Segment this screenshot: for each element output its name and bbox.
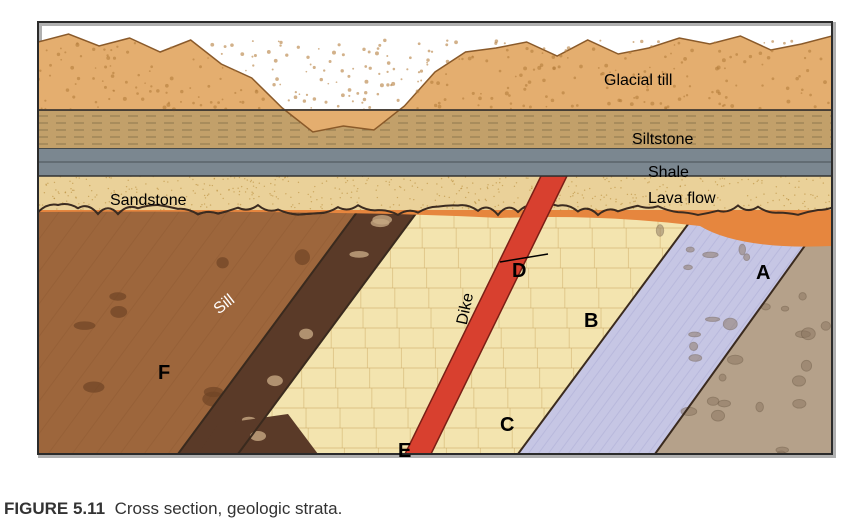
caption-text: Cross section, geologic strata. xyxy=(115,499,343,518)
strata-diagram xyxy=(0,0,849,525)
caption-prefix: FIGURE xyxy=(4,499,68,518)
figure-number: 5.11 xyxy=(73,499,105,518)
figure-caption: FIGURE 5.11 Cross section, geologic stra… xyxy=(4,499,342,519)
